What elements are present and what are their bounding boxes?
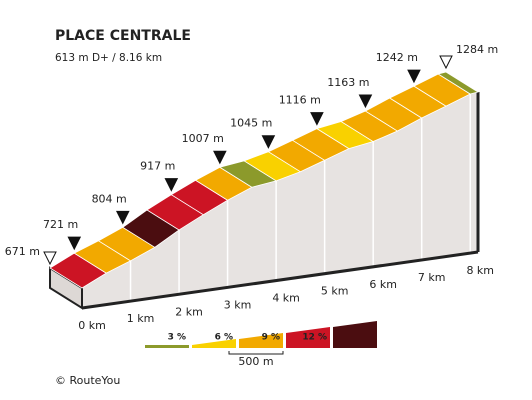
elevation-marker	[407, 69, 421, 84]
x-tick-label: 2 km	[175, 305, 203, 318]
elevation-marker	[43, 251, 57, 266]
legend-swatch	[333, 321, 377, 348]
x-tick-label: 6 km	[369, 278, 397, 291]
x-tick-label: 7 km	[418, 271, 446, 284]
elevation-label: 1116 m	[279, 94, 321, 107]
elevation-marker	[164, 178, 179, 192]
elevation-label: 1007 m	[182, 132, 224, 145]
elevation-marker	[261, 135, 276, 149]
elevation-marker	[358, 94, 373, 109]
legend-label: 6 %	[215, 333, 233, 343]
legend-label: 3 %	[168, 333, 186, 343]
scale-label: 500 m	[238, 355, 273, 368]
chart-subtitle: 613 m D+ / 8.16 km	[55, 52, 162, 64]
legend-swatch	[286, 327, 330, 348]
elevation-label: 721 m	[43, 218, 78, 231]
copyright: © RouteYou	[55, 374, 120, 387]
legend-label: 9 %	[262, 333, 280, 343]
profile-wall	[82, 92, 478, 308]
x-tick-label: 3 km	[224, 298, 252, 311]
x-tick-label: 8 km	[466, 264, 494, 277]
x-tick-label: 1 km	[127, 312, 155, 325]
profile-segment	[437, 71, 480, 95]
chart-title: PLACE CENTRALE	[55, 28, 191, 44]
legend-swatch	[192, 339, 236, 348]
ground-line	[81, 250, 479, 310]
legend-swatch	[239, 333, 283, 348]
elevation-marker	[115, 210, 130, 225]
elevation-label: 1163 m	[327, 76, 369, 89]
elevation-label: 671 m	[5, 245, 40, 258]
elevation-label: 1242 m	[376, 51, 418, 64]
x-tick-label: 5 km	[321, 285, 349, 298]
scale-bracket	[228, 351, 284, 355]
elevation-marker	[213, 150, 227, 165]
elevation-label: 1045 m	[230, 117, 272, 130]
elevation-label: 804 m	[92, 192, 127, 205]
elevation-marker	[67, 236, 82, 251]
legend-swatch	[145, 345, 189, 348]
elevation-marker	[439, 55, 453, 70]
elevation-marker	[310, 112, 324, 126]
elevation-label: 917 m	[140, 160, 175, 173]
elevation-label: 1284 m	[456, 43, 498, 56]
x-tick-label: 4 km	[272, 292, 300, 305]
legend-label: 12 %	[302, 333, 327, 343]
x-tick-label: 0 km	[78, 319, 106, 332]
